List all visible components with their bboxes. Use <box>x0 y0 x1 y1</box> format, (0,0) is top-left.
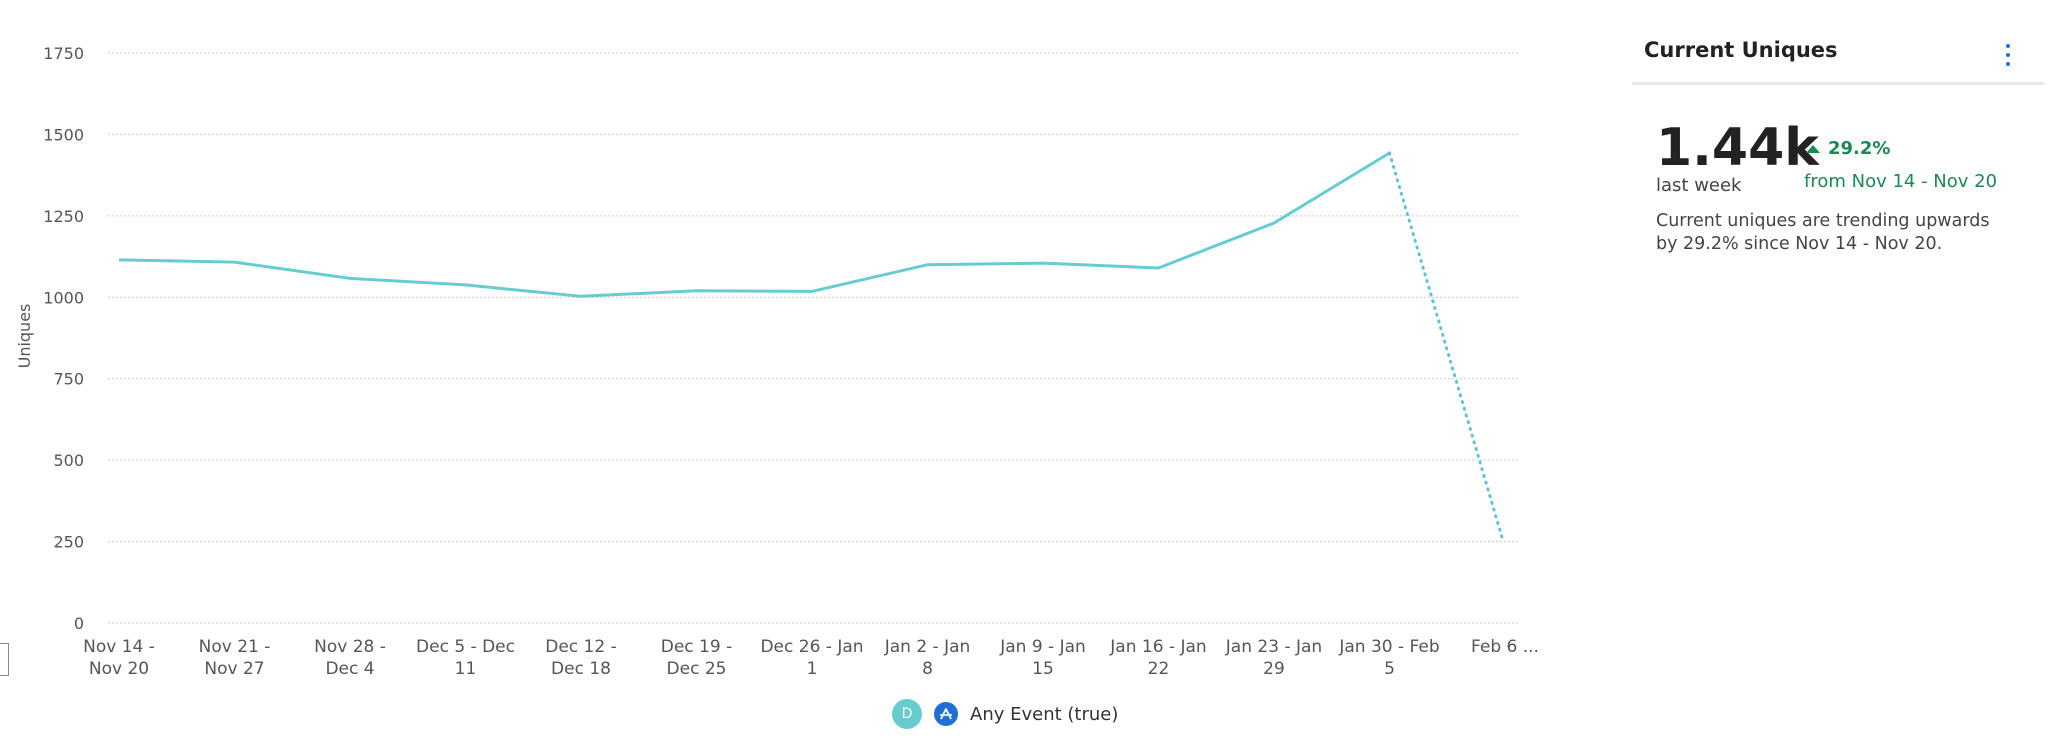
x-tick-line: Dec 26 - Jan <box>760 637 863 657</box>
x-tick-line: Jan 16 - Jan <box>1109 637 1206 657</box>
y-axis-label: Uniques <box>15 304 34 369</box>
up-arrow-icon <box>1806 144 1820 153</box>
panel-divider <box>1632 82 2044 85</box>
x-tick-line: Dec 12 - <box>545 637 616 657</box>
series-any-event[interactable] <box>118 151 1504 539</box>
x-tick-line: Jan 23 - Jan <box>1225 637 1322 657</box>
change-percent: 29.2% <box>1828 138 1891 159</box>
x-tick-line: Jan 2 - Jan <box>884 637 971 657</box>
y-tick-label: 250 <box>53 533 84 552</box>
x-tick-line: Feb 6 ... <box>1471 637 1539 657</box>
segment-badge[interactable]: D <box>892 699 922 729</box>
x-tick-label: Jan 9 - Jan 15 <box>999 637 1086 679</box>
current-uniques-panel: Current Uniques 1.44k last week 29.2% fr… <box>1632 0 2048 750</box>
x-tick-line: 22 <box>1148 659 1170 679</box>
grid-lines <box>108 52 1518 624</box>
value-period-label: last week <box>1656 175 1742 196</box>
x-tick-line: 5 <box>1384 659 1395 679</box>
chart-legend[interactable]: D Any Event (true) <box>892 698 1118 730</box>
x-tick-line: Jan 9 - Jan <box>999 637 1086 657</box>
x-tick-line: 15 <box>1032 659 1054 679</box>
x-tick-line: Dec 25 <box>667 659 727 679</box>
x-tick-label: Dec 26 - Jan 1 <box>760 637 863 679</box>
x-tick-label: Dec 5 - Dec 11 <box>416 637 515 679</box>
y-tick-label: 1000 <box>43 288 84 307</box>
y-tick-label: 750 <box>53 370 84 389</box>
change-indicator: 29.2% <box>1806 138 1890 159</box>
x-tick-label: Feb 6 ... <box>1471 637 1539 657</box>
current-uniques-value: 1.44k <box>1656 118 1819 178</box>
x-tick-label: Dec 19 -Dec 25 <box>661 637 732 679</box>
x-tick-line: 8 <box>922 659 933 679</box>
x-tick-label: Dec 12 -Dec 18 <box>545 637 616 679</box>
x-tick-line: 29 <box>1263 659 1285 679</box>
x-tick-label: Nov 21 -Nov 27 <box>199 637 271 679</box>
more-options-icon[interactable] <box>2004 44 2012 66</box>
x-tick-line: Dec 4 <box>325 659 374 679</box>
x-tick-label: Jan 23 - Jan 29 <box>1225 637 1322 679</box>
left-edge-control[interactable] <box>0 643 9 676</box>
x-tick-label: Jan 16 - Jan 22 <box>1109 637 1206 679</box>
x-tick-line: Dec 19 - <box>661 637 732 657</box>
x-tick-line: Dec 18 <box>551 659 611 679</box>
y-tick-label: 1250 <box>43 207 84 226</box>
x-tick-line: 1 <box>807 659 818 679</box>
x-tick-line: Jan 30 - Feb <box>1338 637 1439 657</box>
trend-description: Current uniques are trending upwards by … <box>1656 211 1990 254</box>
y-tick-label: 500 <box>53 451 84 470</box>
legend-label: Any Event (true) <box>970 703 1119 725</box>
x-tick-label: Nov 28 -Dec 4 <box>314 637 386 679</box>
y-tick-label: 1500 <box>43 125 84 144</box>
x-tick-line: 11 <box>455 659 477 679</box>
y-tick-label: 1750 <box>43 44 84 63</box>
change-comparison-label: from Nov 14 - Nov 20 <box>1804 171 1998 192</box>
x-tick-line: Nov 27 <box>204 659 264 679</box>
x-tick-line: Nov 20 <box>89 659 149 679</box>
series-incomplete-segment[interactable] <box>1388 151 1504 539</box>
panel-title: Current Uniques <box>1644 38 1838 62</box>
y-axis-ticks: 0 250 500 750 1000 1250 1500 1750 <box>43 44 84 633</box>
y-tick-label: 0 <box>74 614 84 633</box>
event-icon <box>934 702 958 726</box>
x-tick-line: Dec 5 - Dec <box>416 637 515 657</box>
x-tick-line: Nov 28 - <box>314 637 386 657</box>
x-tick-line: Nov 14 - <box>83 637 155 657</box>
x-tick-label: Nov 14 -Nov 20 <box>83 637 155 679</box>
series-line[interactable] <box>118 151 1391 298</box>
x-tick-label: Jan 2 - Jan 8 <box>884 637 971 679</box>
x-tick-label: Jan 30 - Feb 5 <box>1338 637 1439 679</box>
x-tick-line: Nov 21 - <box>199 637 271 657</box>
